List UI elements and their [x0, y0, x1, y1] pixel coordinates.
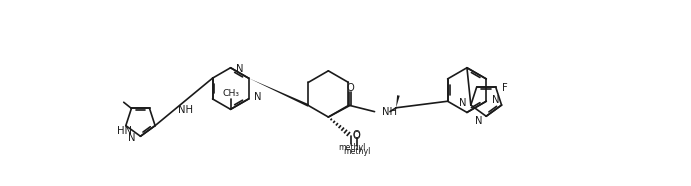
Text: HN: HN	[117, 126, 132, 136]
Text: F: F	[502, 83, 508, 93]
Text: N: N	[475, 116, 482, 126]
Text: NH: NH	[178, 105, 193, 115]
Text: N: N	[492, 95, 499, 105]
Text: N: N	[254, 92, 261, 102]
Polygon shape	[396, 95, 399, 108]
Text: N: N	[236, 64, 243, 74]
Text: NH: NH	[382, 107, 397, 117]
Polygon shape	[249, 78, 309, 107]
Text: N: N	[128, 133, 135, 143]
Text: CH₃: CH₃	[222, 89, 239, 98]
Text: methyl: methyl	[343, 147, 370, 156]
Text: methyl: methyl	[338, 143, 365, 152]
Text: O: O	[352, 130, 360, 140]
Text: O: O	[346, 83, 354, 93]
Text: O: O	[352, 131, 360, 140]
Text: N: N	[459, 98, 466, 108]
